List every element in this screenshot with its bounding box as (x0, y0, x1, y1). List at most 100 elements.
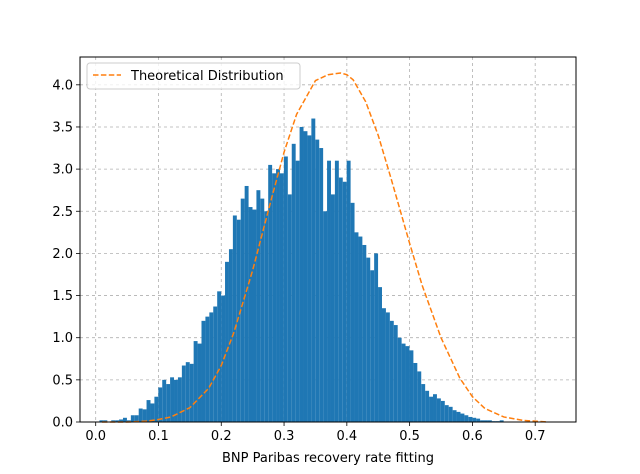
histogram-bar (150, 403, 155, 422)
histogram-bar (409, 350, 414, 422)
histogram-bar (252, 209, 257, 422)
histogram-bar (240, 198, 245, 422)
histogram-bar (225, 261, 229, 422)
histogram-bar (193, 341, 198, 422)
histogram-bar (291, 143, 296, 423)
histogram-bar (381, 308, 386, 422)
x-tick-label: 0.2 (211, 429, 232, 444)
histogram-bar (342, 181, 347, 422)
histogram-bar (213, 306, 218, 422)
histogram-bar (334, 160, 339, 423)
histogram-bar (362, 244, 367, 422)
y-tick-label: 2.0 (52, 247, 73, 262)
histogram-bar (484, 420, 488, 422)
histogram-bar (181, 365, 186, 422)
histogram-bar (228, 249, 233, 422)
histogram-bar (319, 148, 324, 423)
histogram-bar (452, 410, 457, 422)
histogram-bar (154, 396, 159, 422)
histogram-bar (201, 320, 206, 422)
histogram-bar (256, 190, 261, 422)
x-tick-label: 0.5 (399, 429, 420, 444)
histogram-bar (138, 408, 143, 422)
legend-box (86, 62, 301, 90)
histogram-bar (209, 312, 214, 422)
histogram-bar (327, 160, 331, 423)
histogram-bar (433, 394, 437, 422)
histogram-bar (436, 398, 441, 422)
legend: Theoretical Distribution (86, 62, 301, 90)
histogram-bar (283, 156, 288, 423)
histogram-bar (311, 118, 316, 422)
histogram-bar (279, 173, 284, 422)
histogram-bar (405, 346, 410, 422)
histogram-bar (123, 417, 127, 422)
histogram-bar (358, 236, 363, 422)
x-tick-label: 0.4 (336, 429, 357, 444)
histogram-bar (232, 215, 237, 422)
histogram-bar (287, 194, 292, 422)
histogram-bar (397, 337, 402, 422)
histogram-bar (130, 415, 135, 422)
histogram-bar (217, 291, 222, 422)
histogram-bar (315, 139, 320, 423)
histogram-bar (464, 415, 469, 422)
histogram-bar (440, 400, 445, 422)
histogram-bar (370, 270, 375, 422)
y-tick-label: 0.0 (52, 416, 73, 431)
histogram-bar (417, 371, 422, 422)
histogram-bar (385, 312, 390, 422)
histogram-bar (170, 377, 175, 422)
histogram-bar (499, 420, 504, 422)
x-tick-label: 0.0 (85, 429, 106, 444)
histogram-bar (174, 379, 178, 422)
histogram-bar (248, 207, 253, 422)
histogram-bar (421, 384, 426, 422)
histogram-bar (366, 257, 371, 422)
histogram-bar (429, 396, 434, 422)
histogram-bar (99, 420, 104, 422)
histogram-bar (393, 325, 398, 422)
histogram-bar (350, 202, 355, 422)
y-tick-label: 1.0 (52, 331, 73, 346)
histogram-bar (468, 416, 473, 422)
histogram-bar (185, 362, 190, 422)
x-axis-label: BNP Paribas recovery rate fitting (222, 451, 434, 466)
y-tick-label: 3.5 (52, 120, 73, 135)
y-tick-label: 2.5 (52, 205, 73, 220)
histogram-bar (272, 173, 277, 422)
histogram-bar (299, 126, 304, 422)
histogram-bar (111, 420, 116, 422)
y-axis-ticks: 0.0 0.5 1.0 1.5 2.0 2.5 3.0 3.5 4.0 (52, 78, 80, 431)
x-axis-ticks: 0.0 0.1 0.2 0.3 0.4 0.5 0.6 0.7 (85, 422, 546, 444)
histogram-bar (330, 194, 335, 422)
histogram-bar (264, 211, 269, 422)
histogram-bar (295, 160, 300, 423)
histogram-bar (115, 420, 120, 422)
histogram-bar (401, 343, 406, 422)
plot-frame (79, 56, 577, 423)
histogram-bar (189, 363, 194, 422)
y-tick-label: 4.0 (52, 78, 73, 93)
histogram-bar (146, 400, 151, 422)
histogram-bar (413, 362, 418, 422)
histogram-bar (354, 232, 359, 422)
histogram-bar (444, 405, 449, 422)
histogram-bar (303, 131, 308, 422)
y-tick-label: 3.0 (52, 163, 73, 178)
histogram-bar (472, 417, 477, 422)
histogram-bar (480, 420, 485, 422)
histogram-bar (276, 169, 280, 422)
histogram-bar (374, 253, 379, 422)
histogram-bar (487, 420, 492, 422)
histogram-bar (260, 198, 265, 422)
histogram-bar (236, 219, 241, 422)
histogram-bar (244, 185, 249, 422)
histogram-bar (166, 384, 171, 422)
theoretical-distribution-curve (101, 72, 548, 423)
histogram-bar (460, 413, 465, 422)
y-tick-label: 0.5 (52, 373, 73, 388)
histogram-bar (389, 320, 394, 422)
histogram-bar (177, 377, 182, 422)
